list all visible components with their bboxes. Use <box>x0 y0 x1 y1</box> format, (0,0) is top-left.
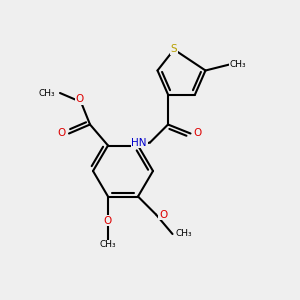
Text: O: O <box>104 215 112 226</box>
Text: O: O <box>58 128 66 139</box>
Text: HN: HN <box>131 137 147 148</box>
Text: CH₃: CH₃ <box>100 240 116 249</box>
Text: CH₃: CH₃ <box>176 230 192 238</box>
Text: O: O <box>159 209 167 220</box>
Text: S: S <box>171 44 177 55</box>
Text: O: O <box>194 128 202 139</box>
Text: CH₃: CH₃ <box>39 88 56 98</box>
Text: O: O <box>75 94 84 104</box>
Text: CH₃: CH₃ <box>230 60 246 69</box>
